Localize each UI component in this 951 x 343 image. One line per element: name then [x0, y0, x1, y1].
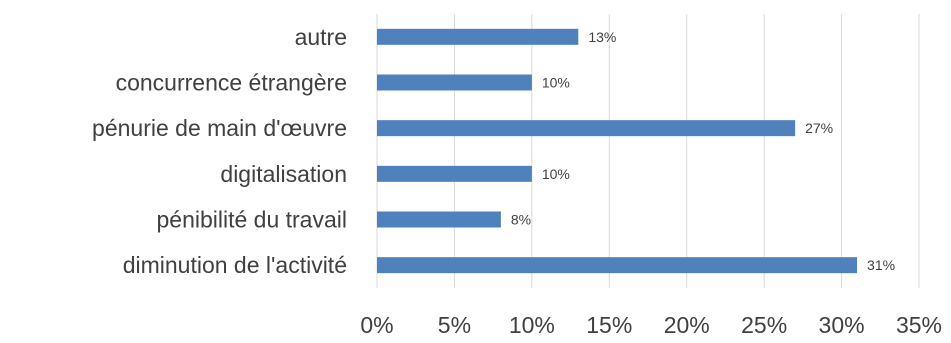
data-label: 31%: [867, 257, 895, 273]
gridlines: [376, 14, 920, 288]
category-label: pénibilité du travail: [156, 207, 347, 233]
category-label: diminution de l'activité: [123, 252, 347, 278]
data-label: 10%: [542, 75, 570, 91]
bar: [377, 211, 501, 228]
x-tick-label: 35%: [896, 312, 942, 338]
x-tick-label: 5%: [438, 312, 471, 338]
data-label: 27%: [805, 120, 833, 136]
x-tick-label: 0%: [360, 312, 393, 338]
data-labels: 13% 10% 27% 10% 8% 31%: [511, 29, 895, 273]
bar: [377, 28, 579, 45]
x-tick-label: 20%: [664, 312, 710, 338]
bar: [377, 257, 858, 274]
bar: [377, 120, 796, 137]
x-tick-label: 30%: [819, 312, 865, 338]
data-label: 13%: [588, 29, 616, 45]
x-tick-label: 15%: [586, 312, 632, 338]
bar: [377, 165, 532, 182]
x-axis-tick-labels: 0% 5% 10% 15% 20% 25% 30% 35%: [360, 312, 942, 338]
category-labels: autre concurrence étrangère pénurie de mai…: [92, 24, 347, 278]
bars: [377, 28, 858, 274]
x-tick-label: 10%: [509, 312, 555, 338]
data-label: 8%: [511, 212, 531, 228]
category-label: pénurie de main d'œuvre: [92, 115, 347, 141]
category-label: concurrence étrangère: [116, 70, 347, 96]
category-label: autre: [295, 24, 347, 50]
data-label: 10%: [542, 166, 570, 182]
bar: [377, 74, 532, 91]
x-tick-label: 25%: [741, 312, 787, 338]
category-label: digitalisation: [220, 161, 347, 187]
